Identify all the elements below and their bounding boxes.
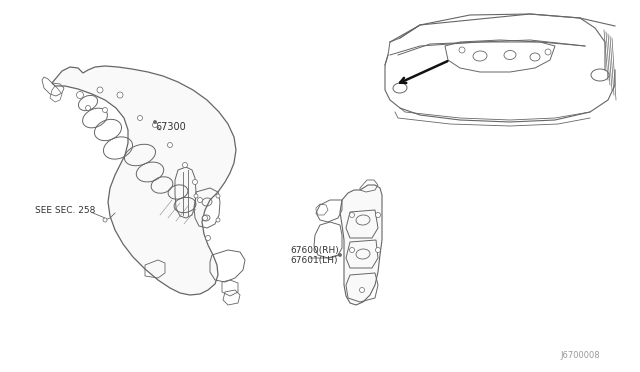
Polygon shape [340, 185, 382, 305]
Circle shape [360, 288, 365, 292]
Circle shape [349, 247, 355, 253]
Text: 67601(LH): 67601(LH) [290, 256, 337, 265]
Circle shape [194, 194, 198, 198]
Circle shape [459, 47, 465, 53]
Circle shape [205, 235, 211, 241]
Circle shape [339, 253, 342, 257]
Circle shape [102, 108, 108, 112]
Polygon shape [52, 66, 236, 295]
Circle shape [349, 212, 355, 218]
Circle shape [376, 247, 381, 253]
Circle shape [97, 87, 103, 93]
Text: J6700008: J6700008 [560, 351, 600, 360]
Circle shape [376, 212, 381, 218]
Circle shape [216, 218, 220, 222]
Circle shape [117, 92, 123, 98]
Circle shape [182, 163, 188, 167]
Text: SEE SEC. 258: SEE SEC. 258 [35, 206, 95, 215]
Text: 67300: 67300 [155, 122, 186, 132]
Circle shape [154, 121, 157, 124]
Circle shape [152, 122, 157, 128]
Circle shape [77, 92, 83, 99]
Circle shape [86, 106, 90, 110]
Circle shape [202, 215, 207, 221]
Circle shape [545, 49, 551, 55]
Circle shape [138, 115, 143, 121]
Text: 67600(RH): 67600(RH) [290, 246, 339, 255]
Circle shape [198, 198, 202, 202]
Circle shape [168, 142, 173, 148]
Circle shape [216, 194, 220, 198]
Circle shape [103, 218, 107, 222]
Circle shape [193, 180, 198, 185]
